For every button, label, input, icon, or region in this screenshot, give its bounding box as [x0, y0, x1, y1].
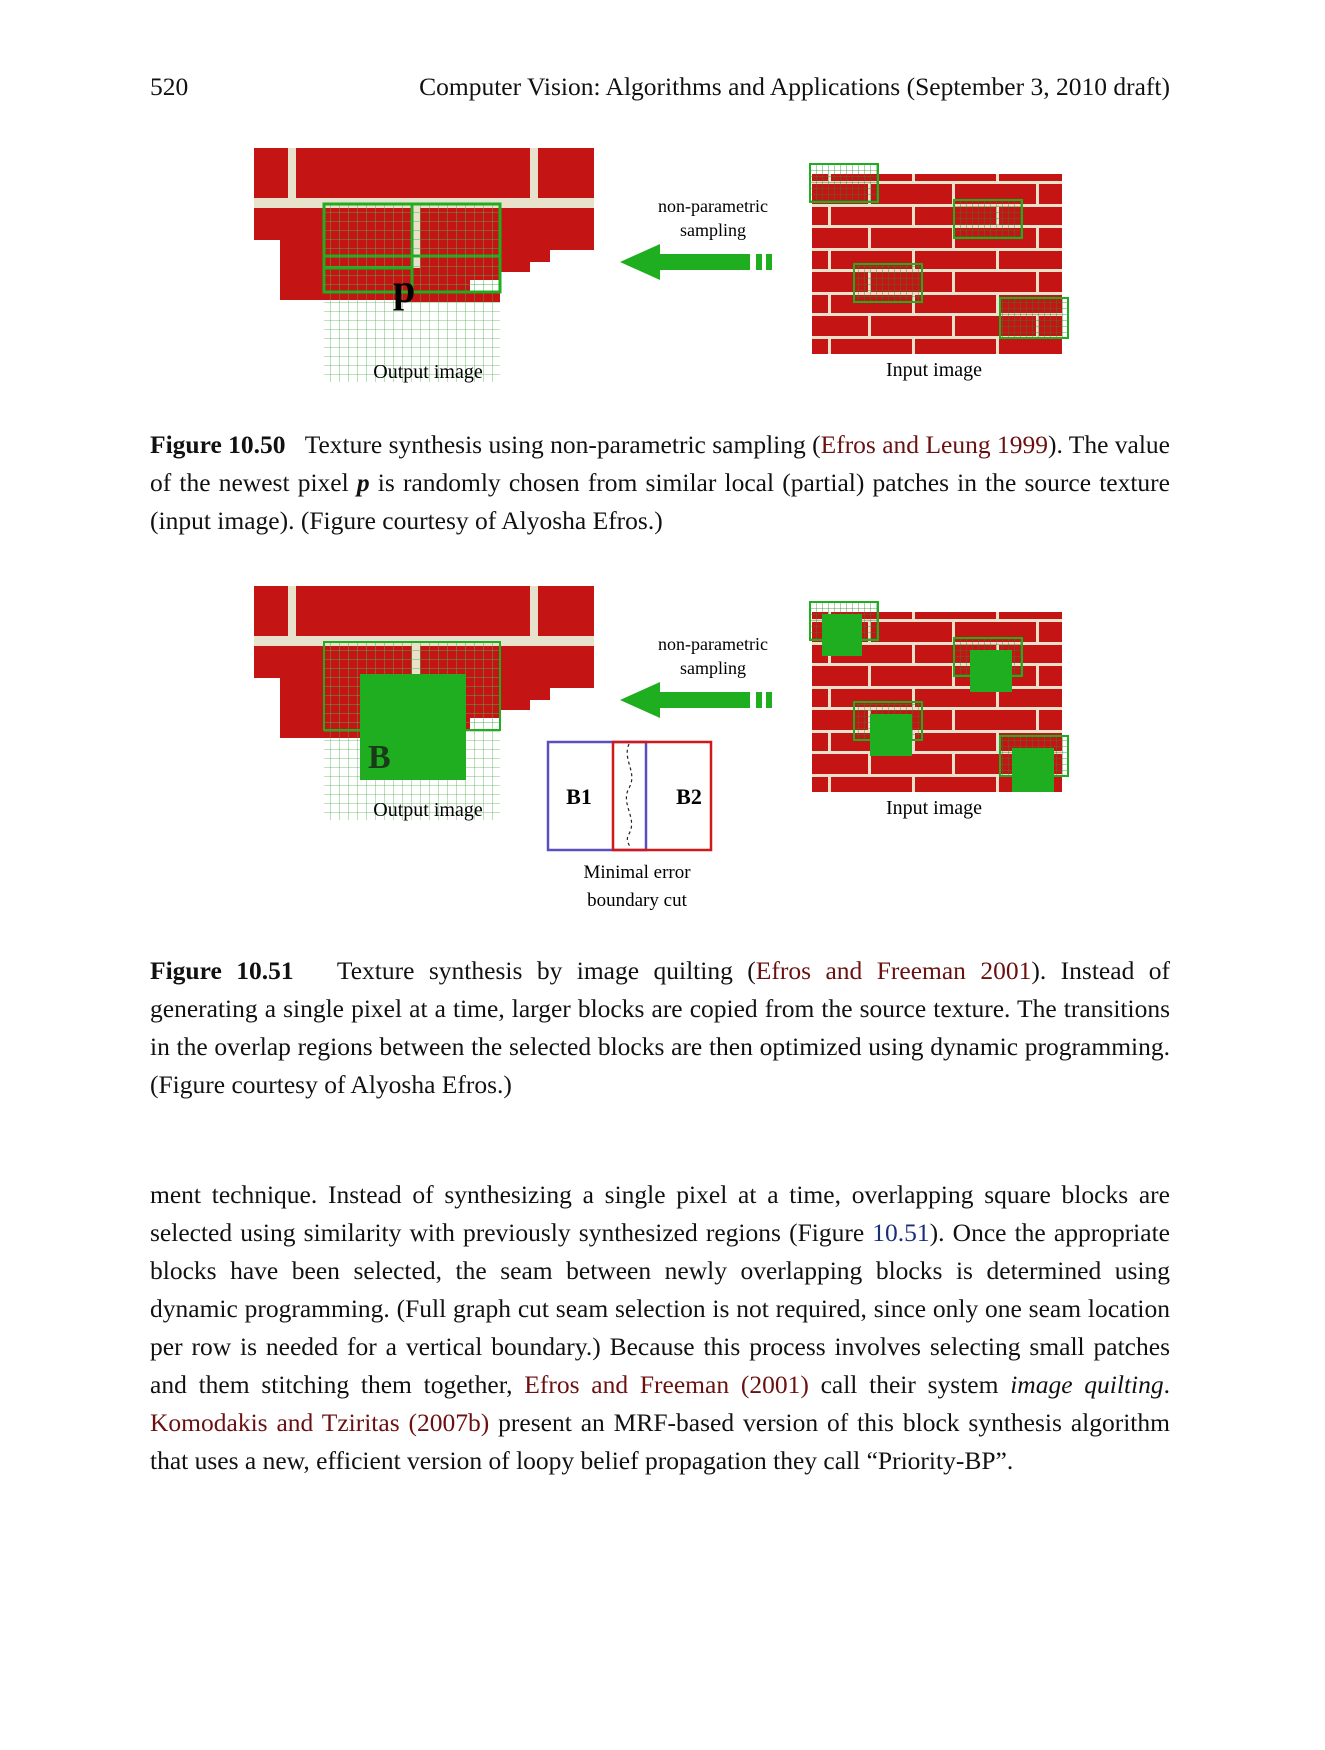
citation-efros-leung[interactable]: Efros and Leung 1999 — [820, 430, 1048, 459]
figure-10-50-graphic: p Output image non-parametric sampling I… — [254, 148, 1069, 383]
pixel-p-label: p — [393, 266, 415, 311]
page-header: 520 Computer Vision: Algorithms and Appl… — [150, 72, 1170, 112]
sampling-arrow — [620, 682, 772, 718]
input-image-label: Input image — [886, 359, 982, 381]
b2-label: B2 — [676, 784, 702, 809]
arrow-label-line1: non-parametric — [658, 196, 768, 216]
citation-efros-freeman-2001[interactable]: Efros and Freeman (2001) — [524, 1370, 809, 1399]
output-image-label: Output image — [373, 799, 483, 821]
running-title: Computer Vision: Algorithms and Applicat… — [419, 72, 1170, 101]
input-texture — [809, 163, 1069, 354]
citation-efros-freeman[interactable]: Efros and Freeman 2001 — [755, 956, 1032, 985]
arrow-label-line2: sampling — [680, 220, 746, 240]
input-image-label: Input image — [886, 797, 982, 819]
citation-komodakis-tziritas[interactable]: Komodakis and Tziritas (2007b) — [150, 1408, 490, 1437]
page-number: 520 — [150, 72, 189, 101]
cut-label-line1: Minimal error — [583, 862, 691, 883]
variable-p: p — [356, 468, 370, 497]
figure-10-50-caption: Figure 10.50 Texture synthesis using non… — [150, 430, 1171, 535]
output-texture — [254, 586, 594, 820]
output-texture — [254, 148, 594, 382]
body-paragraph: ment technique. Instead of synthesizing … — [150, 1180, 1170, 1475]
figure-10-51-graphic: B Output image non-parametric sampling B… — [254, 586, 1069, 911]
sampling-arrow — [620, 244, 772, 280]
figure-ref-10-51[interactable]: 10.51 — [872, 1218, 930, 1247]
b1-label: B1 — [566, 784, 592, 809]
block-b-label: B — [368, 739, 391, 776]
arrow-label-line1: non-parametric — [658, 634, 768, 654]
boundary-cut-diagram — [546, 740, 713, 852]
figure-10-51-caption: Figure 10.51 Texture synthesis by image … — [150, 956, 1171, 1099]
figure-10-50-number: Figure 10.50 — [150, 430, 286, 459]
output-image-label: Output image — [373, 361, 483, 383]
figure-10-51: B Output image non-parametric sampling B… — [240, 578, 1080, 918]
term-image-quilting: image quilting — [1010, 1370, 1164, 1399]
arrow-label-line2: sampling — [680, 658, 746, 678]
figure-10-50: p Output image non-parametric sampling I… — [240, 140, 1080, 400]
cut-label-line2: boundary cut — [587, 890, 687, 911]
figure-10-51-number: Figure 10.51 — [150, 956, 294, 985]
input-texture — [809, 601, 1069, 792]
